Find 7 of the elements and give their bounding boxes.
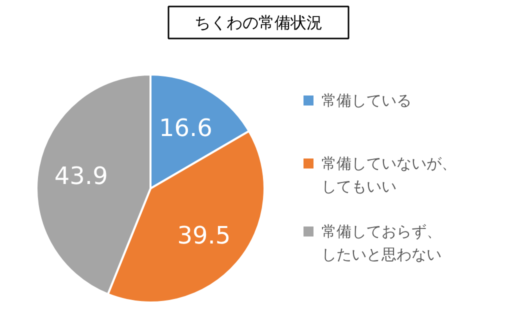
legend-label: 常備していないが、してもいい: [322, 154, 456, 196]
chart-title: ちくわの常備状況: [194, 13, 322, 32]
legend-label: 常備しておらず、したいと思わない: [322, 222, 442, 264]
data-label: 43.9: [54, 162, 108, 190]
legend-label: 常備している: [322, 92, 412, 110]
data-label: 16.6: [158, 114, 212, 142]
data-label: 39.5: [177, 222, 231, 250]
